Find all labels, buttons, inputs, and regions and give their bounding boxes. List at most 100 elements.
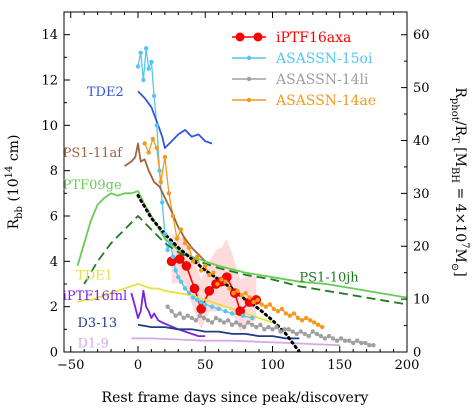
asassn-14ae-point bbox=[174, 236, 180, 241]
asassn-14li-point bbox=[205, 318, 211, 323]
tde1-line bbox=[77, 283, 273, 324]
y-right-tick-label: 50 bbox=[413, 81, 430, 96]
iptf16axa-point bbox=[189, 283, 200, 294]
d3-13-line bbox=[137, 323, 300, 340]
d1-9-line bbox=[131, 337, 340, 347]
y-right-tick-label: 40 bbox=[413, 134, 430, 149]
asassn-14li-point bbox=[298, 329, 303, 334]
asassn-14li-point bbox=[209, 320, 215, 325]
iptf16axa-point bbox=[204, 285, 215, 296]
asassn-14ae-point bbox=[142, 141, 147, 146]
asassn-14li-point bbox=[363, 340, 368, 346]
asassn-14li-point bbox=[342, 338, 348, 343]
asassn-14ae-point bbox=[207, 272, 212, 278]
asassn-14ae-point bbox=[211, 270, 216, 275]
asassn-14ae-point bbox=[178, 227, 184, 232]
asassn-14li-point bbox=[314, 331, 320, 337]
legend-asassn-15oi-marker bbox=[246, 55, 252, 61]
annotation-tde1: TDE1 bbox=[76, 269, 113, 284]
x-tick-label: 50 bbox=[197, 358, 214, 373]
series-markers bbox=[135, 46, 376, 348]
asassn-15oi-point bbox=[178, 279, 184, 284]
asassn-14ae-point bbox=[255, 297, 260, 303]
asassn-14ae-point bbox=[267, 302, 272, 307]
asassn-14li-point bbox=[274, 324, 279, 330]
asassn-14ae-point bbox=[231, 290, 236, 296]
asassn-14ae-point bbox=[223, 279, 228, 284]
asassn-14ae-point bbox=[247, 295, 252, 300]
asassn-14li-point bbox=[306, 333, 311, 339]
asassn-14li-point bbox=[330, 336, 336, 341]
y-left-tick-label: 2 bbox=[50, 300, 58, 315]
asassn-14li-point bbox=[367, 343, 372, 348]
asassn-14ae-point bbox=[154, 145, 160, 151]
reference-line bbox=[136, 194, 301, 352]
x-tick-label: 0 bbox=[134, 358, 142, 373]
x-axis-title: Rest frame days since peak/discovery bbox=[102, 390, 369, 406]
asassn-14ae-point bbox=[203, 263, 208, 269]
asassn-14li-point bbox=[270, 327, 275, 332]
asassn-14li-point bbox=[326, 333, 332, 339]
asassn-14ae-point bbox=[259, 302, 264, 307]
asassn-14ae-point bbox=[227, 286, 232, 291]
annotation-ptf09ge: PTF09ge bbox=[63, 178, 122, 193]
annotation-iptf16fnl: iPTF16fnl bbox=[63, 289, 127, 304]
asassn-14li-point bbox=[229, 322, 235, 327]
iptf16axa-point bbox=[196, 304, 206, 314]
legend-iptf16axa-marker bbox=[253, 32, 263, 42]
annotation-ps1-11af: PS1-11af bbox=[63, 146, 124, 161]
asassn-14ae-point bbox=[312, 320, 317, 325]
asassn-14li-point bbox=[318, 333, 324, 339]
asassn-14ae-point bbox=[235, 288, 240, 293]
y-right-tick-label: 20 bbox=[413, 240, 430, 255]
asassn-15oi-point bbox=[209, 304, 215, 309]
asassn-14ae-point bbox=[146, 150, 151, 155]
asassn-15oi-point bbox=[154, 123, 160, 128]
asassn-14li-point bbox=[242, 324, 247, 330]
asassn-14li-point bbox=[262, 327, 267, 332]
asassn-14ae-point bbox=[158, 179, 164, 185]
asassn-15oi-point bbox=[146, 66, 151, 71]
asassn-14ae-point bbox=[186, 245, 192, 250]
y-left-tick-label: 4 bbox=[50, 255, 58, 270]
y-left-tick-label: 8 bbox=[50, 164, 58, 179]
series-annotations: TDE2 PS1-11af PTF09ge PS1-10jh TDE1 iPTF16fnl… bbox=[63, 85, 360, 352]
asassn-14li-point bbox=[225, 318, 231, 323]
asassn-14li-point bbox=[254, 324, 259, 330]
iptf16fnl-line bbox=[130, 289, 206, 338]
asassn-14li-point bbox=[213, 315, 219, 321]
asassn-14li-point bbox=[347, 338, 352, 343]
y-left-tick-label: 10 bbox=[41, 119, 58, 134]
x-tick-label: 200 bbox=[395, 358, 420, 373]
asassn-14li-point bbox=[355, 338, 360, 343]
asassn-14li-point bbox=[250, 322, 255, 327]
asassn-14ae-point bbox=[295, 315, 301, 321]
asassn-14ae-point bbox=[316, 322, 321, 327]
asassn-14li-point bbox=[322, 336, 328, 341]
asassn-14ae-point bbox=[219, 277, 224, 282]
asassn-14ae-point bbox=[303, 315, 309, 321]
asassn-14li-point bbox=[193, 318, 199, 323]
asassn-14li-point bbox=[258, 322, 263, 327]
annotation-d1-9: D1-9 bbox=[78, 337, 109, 352]
asassn-14ae-point bbox=[150, 136, 156, 142]
asassn-14ae-point bbox=[239, 293, 244, 298]
asassn-15oi-point bbox=[203, 302, 208, 307]
asassn-14li-point bbox=[165, 304, 170, 309]
asassn-15oi-point bbox=[165, 247, 170, 253]
asassn-14li-point bbox=[310, 329, 315, 334]
annotation-ps1-10jh: PS1-10jh bbox=[299, 271, 359, 286]
legend-asassn-14ae-marker bbox=[246, 97, 252, 103]
annotation-d3-13: D3-13 bbox=[78, 316, 118, 331]
asassn-14li-point bbox=[359, 340, 364, 346]
asassn-14li-point bbox=[217, 318, 223, 323]
asassn-14ae-point bbox=[320, 324, 325, 330]
plot-frame bbox=[63, 11, 408, 353]
asassn-14li-point bbox=[334, 338, 340, 343]
asassn-15oi-point bbox=[135, 64, 141, 69]
asassn-15oi-point bbox=[216, 306, 221, 312]
asassn-14li-point bbox=[246, 320, 251, 325]
svg-text:Rbb (1014 cm): Rbb (1014 cm) bbox=[4, 135, 25, 230]
